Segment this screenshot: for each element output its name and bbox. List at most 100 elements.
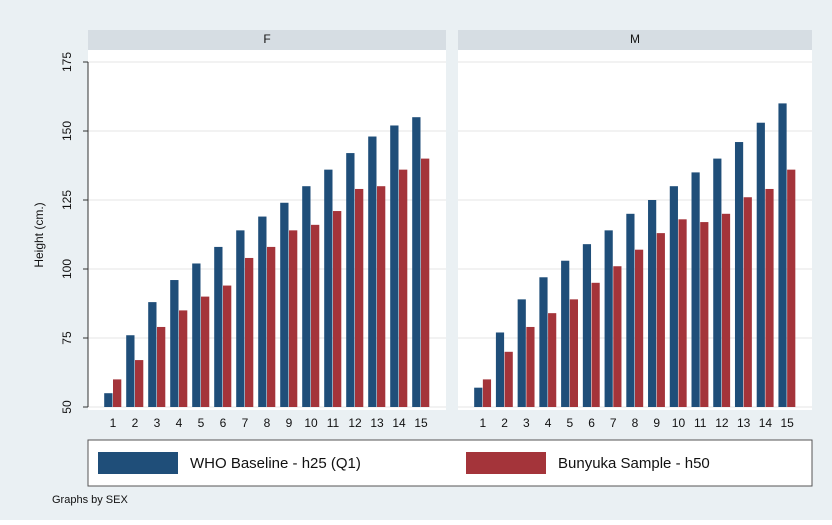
x-tick-label: 9	[286, 416, 293, 430]
bar	[355, 188, 364, 407]
bar	[126, 335, 135, 407]
bar	[267, 246, 276, 407]
bar	[613, 266, 622, 407]
bar	[569, 299, 578, 407]
bar	[648, 200, 657, 407]
x-tick-label: 3	[523, 416, 530, 430]
x-tick-label: 2	[501, 416, 508, 430]
bar	[214, 246, 223, 407]
bar	[591, 282, 600, 407]
bar	[778, 103, 787, 408]
y-tick-label: 150	[60, 121, 74, 141]
bar	[756, 122, 765, 407]
bar	[700, 222, 709, 407]
x-tick-label: 7	[610, 416, 617, 430]
legend-swatch	[466, 452, 546, 474]
panel-header	[88, 30, 446, 50]
panel-header	[458, 30, 812, 50]
x-tick-label: 2	[132, 416, 139, 430]
legend-swatch	[98, 452, 178, 474]
bar	[302, 186, 311, 407]
bar	[192, 263, 201, 407]
bar	[412, 117, 421, 407]
x-tick-label: 4	[545, 416, 552, 430]
legend	[87, 439, 813, 487]
y-tick-label: 100	[60, 259, 74, 279]
bar	[626, 213, 635, 407]
bar	[517, 299, 526, 407]
x-tick-label: 13	[370, 416, 384, 430]
bar	[135, 360, 144, 407]
x-tick-label: 11	[327, 416, 340, 430]
bar	[346, 153, 355, 407]
bar	[495, 332, 505, 407]
bar	[148, 302, 157, 407]
bar	[170, 280, 179, 407]
bar	[223, 285, 232, 407]
bar	[324, 169, 333, 407]
x-tick-label: 13	[737, 416, 751, 430]
bar	[604, 230, 613, 407]
bar	[721, 213, 731, 407]
y-axis-label: Height (cm.)	[32, 202, 46, 267]
x-tick-label: 15	[414, 416, 428, 430]
y-tick-label: 125	[60, 190, 74, 210]
x-tick-label: 3	[154, 416, 161, 430]
bar	[669, 186, 678, 407]
bar	[258, 216, 267, 407]
bar	[504, 351, 513, 407]
y-tick-label: 75	[60, 331, 74, 345]
bar	[561, 260, 570, 407]
x-tick-label: 14	[392, 416, 406, 430]
x-tick-label: 6	[220, 416, 227, 430]
bar	[691, 172, 700, 407]
bar	[245, 257, 254, 407]
bar	[526, 326, 535, 407]
legend-label: Bunyuka Sample - h50	[558, 455, 710, 472]
x-tick-label: 8	[632, 416, 639, 430]
x-tick-label: 10	[672, 416, 686, 430]
bar	[104, 393, 113, 407]
bar	[582, 244, 592, 407]
panel-title: M	[630, 32, 640, 46]
bar	[765, 188, 774, 407]
bar	[743, 197, 752, 407]
bar	[289, 230, 298, 407]
bar	[482, 379, 492, 407]
x-tick-label: 5	[198, 416, 205, 430]
x-tick-label: 1	[110, 416, 117, 430]
x-tick-label: 9	[653, 416, 660, 430]
bar	[713, 158, 722, 407]
bar	[179, 310, 188, 407]
bar	[201, 296, 210, 407]
bar	[390, 125, 399, 407]
bar	[333, 211, 342, 407]
bar	[311, 224, 320, 407]
bar	[656, 233, 665, 407]
x-tick-label: 6	[588, 416, 595, 430]
y-tick-label: 175	[60, 52, 74, 72]
bar	[236, 230, 245, 407]
bar	[157, 326, 166, 407]
bar	[421, 158, 430, 407]
bar	[787, 169, 796, 407]
bar	[368, 136, 377, 407]
note: Graphs by SEX	[52, 494, 128, 506]
bar	[113, 379, 122, 407]
bar	[548, 313, 557, 407]
bar	[280, 202, 289, 407]
bar	[678, 219, 687, 407]
x-tick-label: 12	[715, 416, 729, 430]
x-tick-label: 8	[264, 416, 271, 430]
bar	[539, 277, 548, 407]
bar	[377, 186, 386, 407]
bar	[734, 142, 744, 408]
legend-label: WHO Baseline - h25 (Q1)	[190, 455, 361, 472]
bar	[635, 249, 644, 407]
x-tick-label: 4	[176, 416, 183, 430]
x-tick-label: 14	[759, 416, 773, 430]
bar	[399, 169, 408, 407]
x-tick-label: 1	[480, 416, 487, 430]
x-tick-label: 15	[780, 416, 794, 430]
